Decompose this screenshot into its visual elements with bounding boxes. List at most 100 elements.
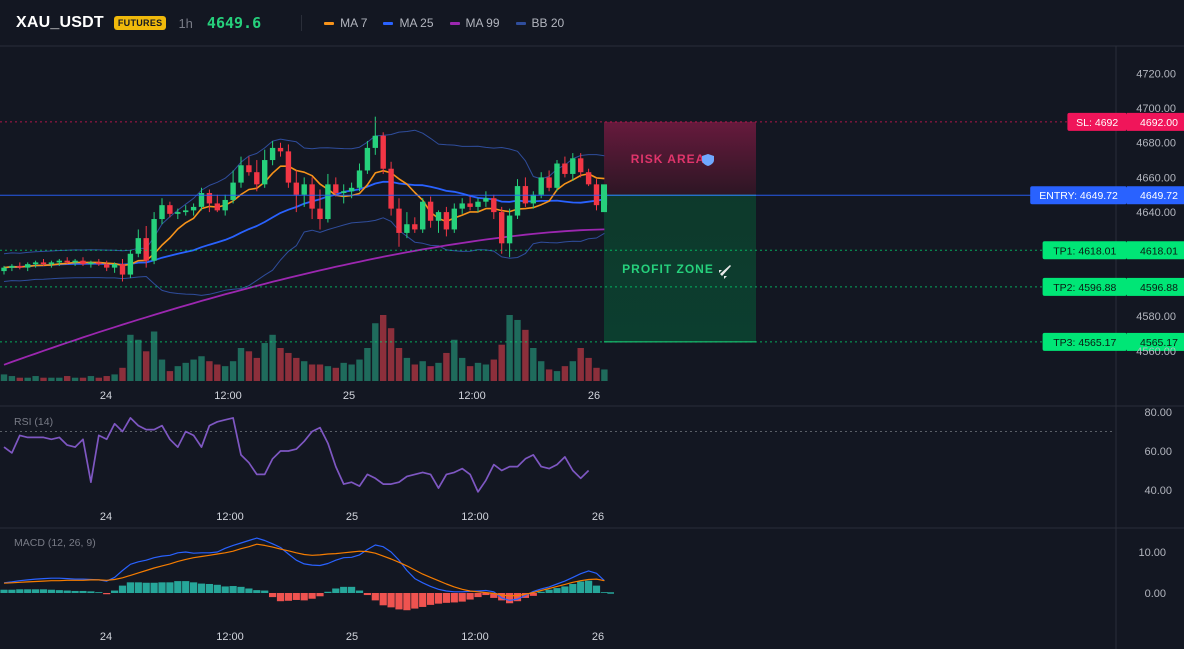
candle[interactable]	[1, 265, 7, 275]
candle[interactable]	[254, 160, 260, 192]
candle-body	[262, 160, 268, 185]
candle[interactable]	[238, 156, 244, 188]
level-tag-label: TP1: 4618.01	[1053, 245, 1116, 257]
candle[interactable]	[475, 198, 481, 213]
candle[interactable]	[246, 156, 252, 176]
candle-body	[506, 215, 513, 244]
symbol-name[interactable]: XAU_USDT	[16, 14, 104, 31]
candle[interactable]	[262, 149, 268, 188]
candle[interactable]	[104, 260, 110, 272]
candle[interactable]	[585, 168, 592, 187]
candle[interactable]	[530, 191, 536, 209]
candle[interactable]	[435, 210, 442, 233]
candle[interactable]	[404, 212, 410, 239]
candle[interactable]	[230, 170, 236, 204]
candle[interactable]	[451, 203, 457, 233]
candlesticks[interactable]	[1, 116, 608, 282]
candle[interactable]	[333, 177, 339, 197]
candle[interactable]	[175, 208, 181, 220]
candle[interactable]	[396, 198, 402, 247]
legend-ma25[interactable]: MA 25	[383, 16, 434, 30]
candle[interactable]	[483, 191, 489, 207]
candle[interactable]	[372, 116, 378, 155]
candle[interactable]	[412, 217, 418, 233]
candle[interactable]	[546, 170, 552, 192]
candle[interactable]	[380, 132, 386, 174]
candle[interactable]	[514, 179, 521, 220]
candle[interactable]	[506, 208, 513, 258]
timeframe-label[interactable]: 1h	[178, 15, 193, 31]
candle[interactable]	[119, 258, 126, 282]
candle[interactable]	[206, 189, 213, 213]
candle[interactable]	[499, 206, 505, 254]
candle[interactable]	[167, 201, 173, 218]
candle[interactable]	[570, 153, 576, 181]
candle[interactable]	[341, 184, 347, 204]
candle[interactable]	[277, 142, 284, 157]
candle[interactable]	[17, 262, 23, 270]
candle[interactable]	[554, 160, 560, 192]
candle[interactable]	[578, 153, 584, 178]
macd-time-tick: 26	[592, 631, 604, 643]
candle[interactable]	[562, 156, 568, 178]
candle[interactable]	[111, 262, 118, 273]
candle[interactable]	[80, 257, 86, 266]
candle[interactable]	[127, 250, 134, 279]
candle[interactable]	[40, 258, 47, 266]
candle[interactable]	[269, 140, 276, 166]
candle[interactable]	[88, 260, 94, 268]
candle[interactable]	[32, 260, 39, 268]
signal-line	[3, 543, 605, 597]
macd-histogram-bar	[95, 592, 103, 593]
candle[interactable]	[420, 198, 426, 233]
candle[interactable]	[309, 177, 315, 220]
candle[interactable]	[459, 198, 465, 214]
candle[interactable]	[293, 170, 299, 213]
volume-bar	[364, 348, 371, 381]
candle[interactable]	[427, 196, 434, 228]
candle[interactable]	[159, 198, 165, 225]
candle[interactable]	[222, 194, 228, 216]
candle[interactable]	[72, 258, 78, 266]
rsi-pane[interactable]: RSI (14) 80.00 60.00 40.00 24 12:00 25 12:00 26	[0, 407, 1172, 523]
candle[interactable]	[143, 225, 149, 268]
candle[interactable]	[214, 194, 220, 213]
volume-bar	[269, 334, 276, 381]
candle[interactable]	[198, 187, 205, 211]
candle[interactable]	[388, 161, 394, 216]
volume-bar	[553, 371, 561, 381]
macd-histogram-bar	[308, 593, 316, 599]
candle[interactable]	[96, 258, 102, 266]
candle[interactable]	[285, 144, 292, 188]
candle[interactable]	[64, 257, 70, 265]
candle[interactable]	[317, 189, 323, 230]
legend-bb20[interactable]: BB 20	[515, 16, 564, 30]
candle[interactable]	[364, 140, 371, 174]
legend-ma99[interactable]: MA 99	[449, 16, 500, 30]
candle[interactable]	[522, 177, 529, 207]
volume-bar	[395, 348, 403, 381]
level-price-badge	[1127, 186, 1184, 205]
macd-pane[interactable]: MACD (12, 26, 9) 10.00 0.00 24 12:00 25 12:00 2…	[0, 537, 1166, 643]
candle[interactable]	[467, 196, 473, 211]
candle[interactable]	[151, 212, 157, 265]
candle[interactable]	[301, 177, 307, 207]
candle[interactable]	[9, 264, 15, 272]
candle-body	[25, 264, 31, 268]
candle[interactable]	[48, 260, 55, 268]
candle[interactable]	[190, 203, 197, 216]
volume-bar	[158, 359, 166, 381]
candle[interactable]	[443, 206, 450, 237]
candle[interactable]	[135, 229, 141, 258]
candle-body	[570, 158, 576, 174]
candle[interactable]	[538, 172, 544, 199]
legend-ma7[interactable]: MA 7	[324, 16, 367, 30]
candle[interactable]	[356, 163, 363, 192]
candle[interactable]	[491, 194, 497, 220]
volume-bar	[324, 366, 332, 381]
candle[interactable]	[325, 173, 331, 223]
candle[interactable]	[56, 258, 62, 266]
candle[interactable]	[183, 205, 189, 216]
candle[interactable]	[25, 262, 31, 272]
